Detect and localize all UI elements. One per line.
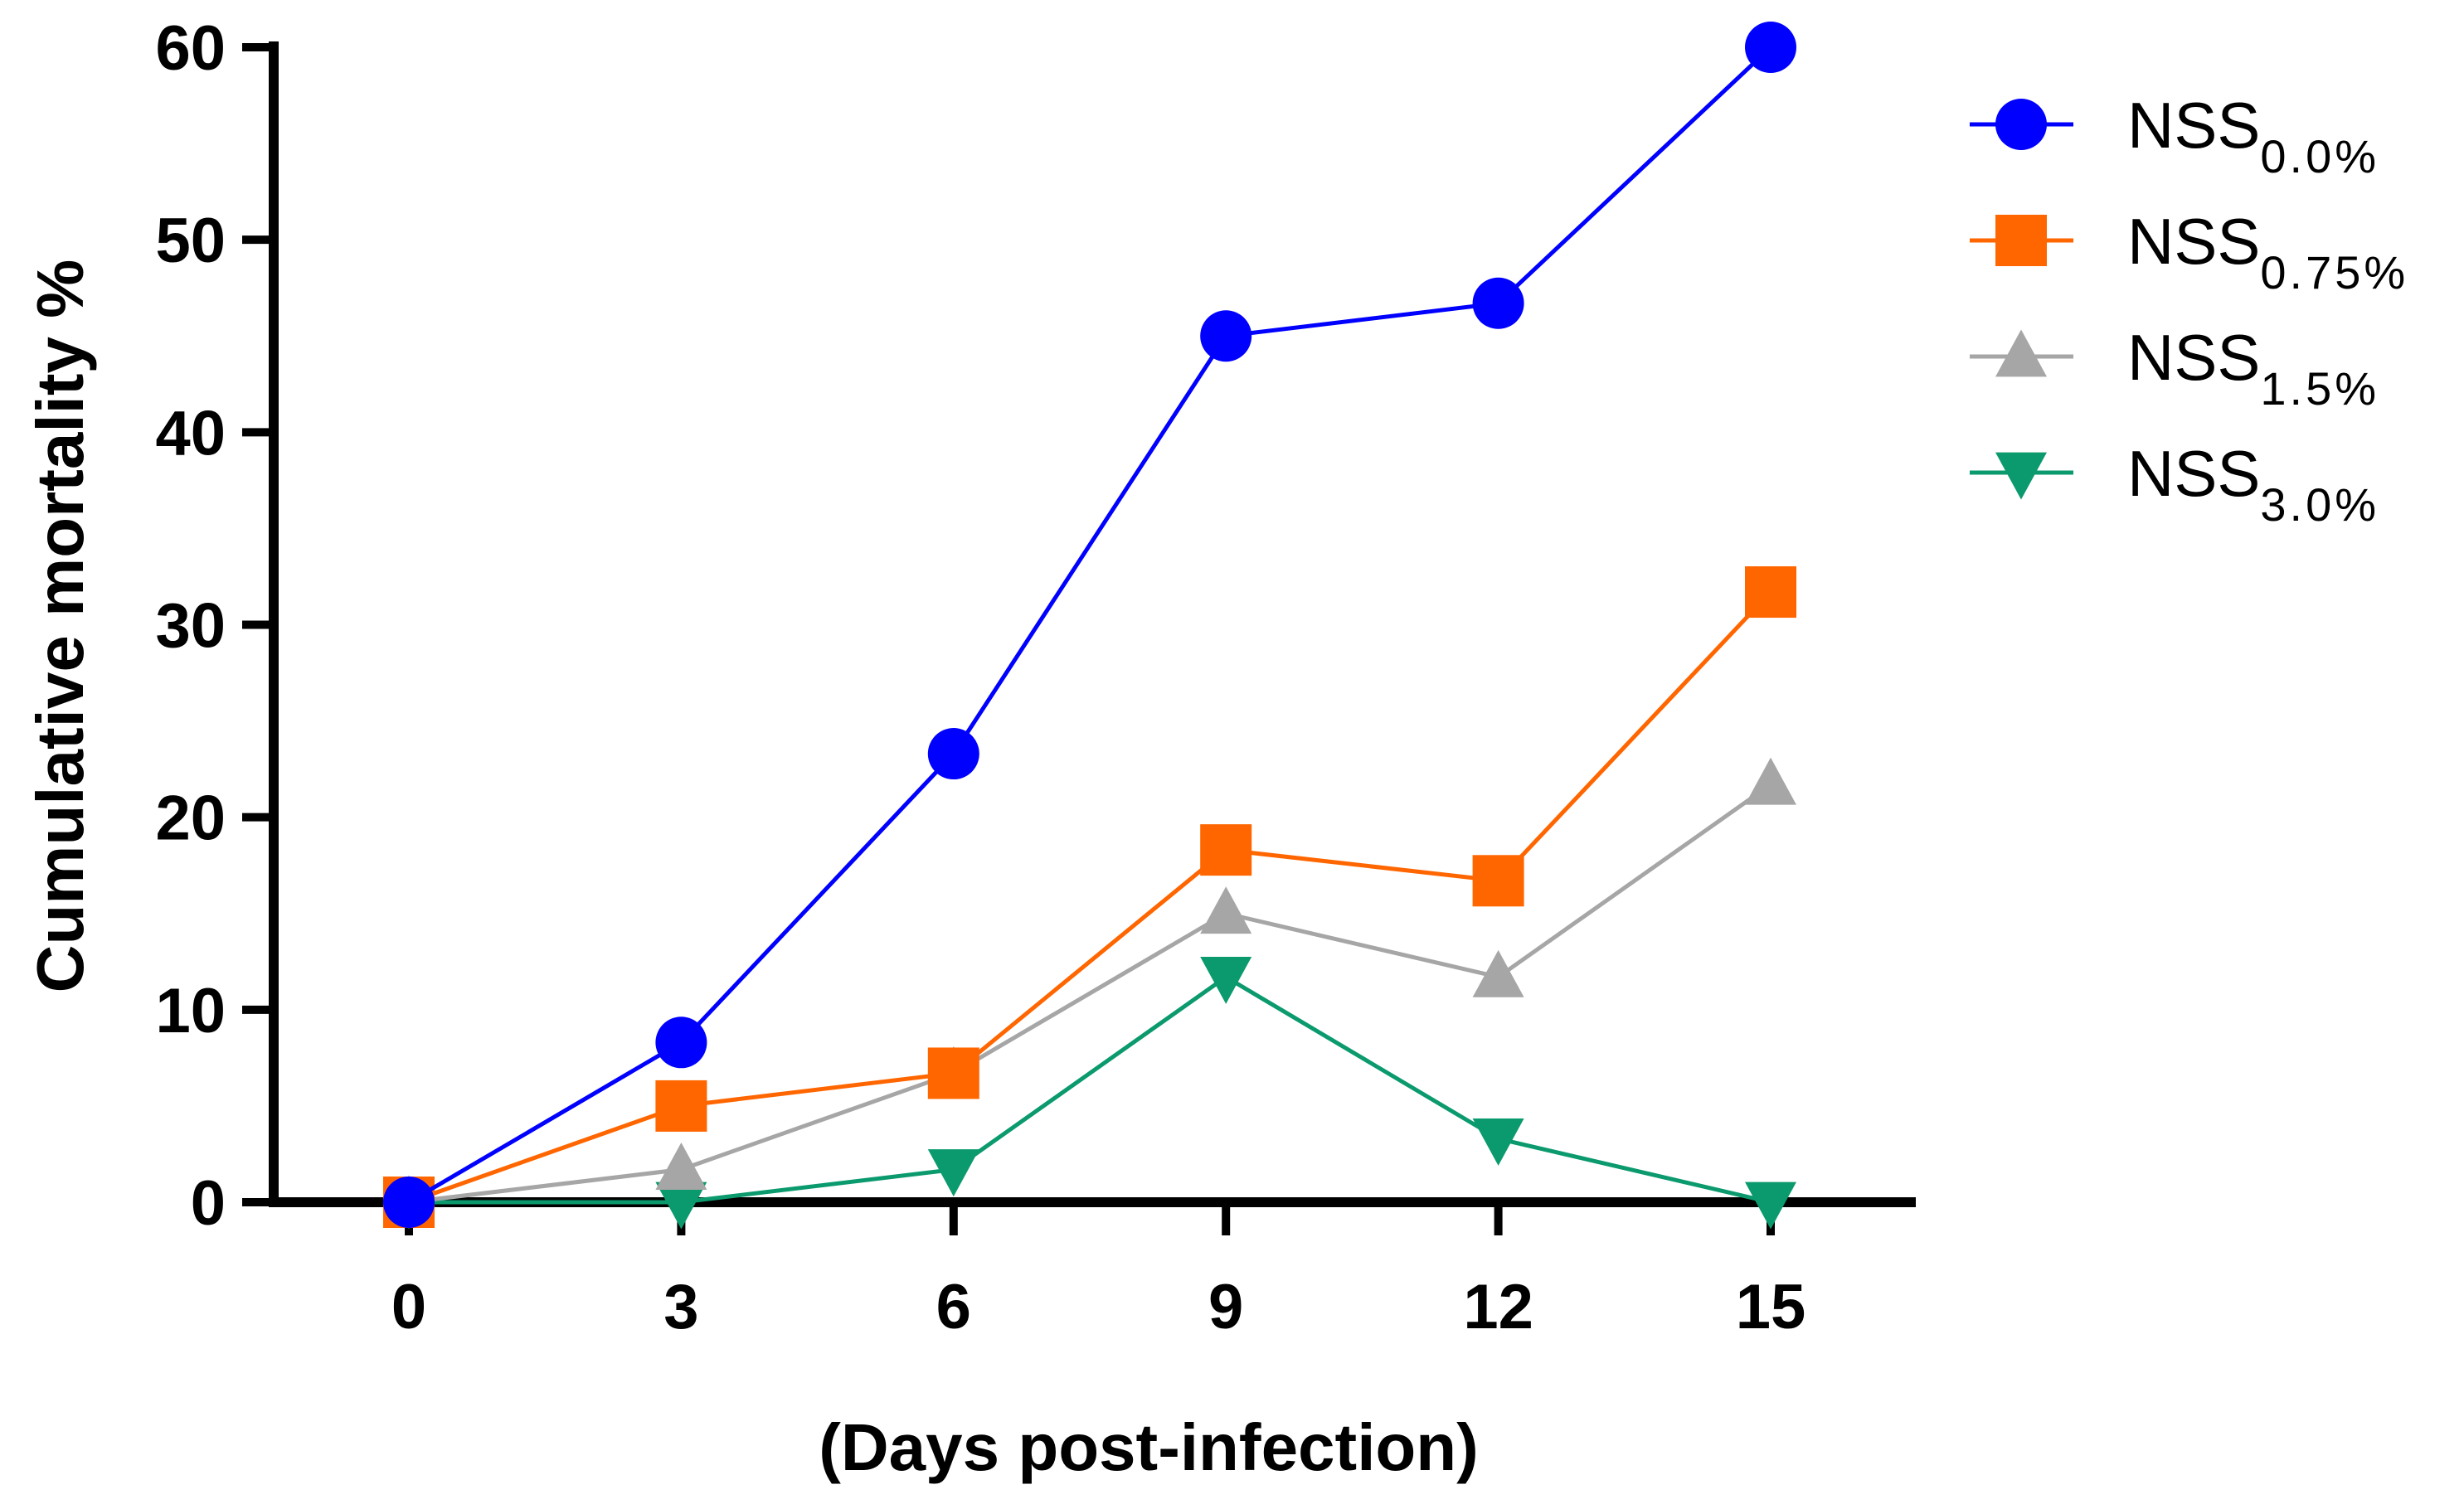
data-point xyxy=(1200,956,1252,1004)
legend-marker xyxy=(1995,99,2047,150)
data-point xyxy=(655,1017,707,1069)
series-square xyxy=(383,566,1796,1228)
data-point xyxy=(1472,949,1524,997)
data-point xyxy=(655,1080,707,1132)
y-tick-label: 50 xyxy=(155,206,226,276)
legend-item: NSS0.0% xyxy=(1970,89,2379,182)
legend-label-base: NSS xyxy=(2127,321,2260,394)
series-triangle-up xyxy=(383,757,1796,1223)
y-tick-label: 20 xyxy=(155,784,226,854)
data-point xyxy=(1200,824,1252,876)
data-point xyxy=(655,1181,707,1230)
x-tick-label: 3 xyxy=(663,1272,698,1342)
ticks: 0 10 20 30 40 50 60 0 3 6 9 12 15 xyxy=(155,13,1805,1342)
data-point xyxy=(383,1177,435,1228)
data-point xyxy=(927,1047,979,1099)
x-axis-title: (Days post-infection) xyxy=(819,1410,1479,1484)
data-point xyxy=(1745,566,1796,619)
legend-label-subscript: 1.5% xyxy=(2260,362,2379,415)
legend-label-subscript: 0.0% xyxy=(2260,130,2379,182)
x-tick-label: 9 xyxy=(1208,1272,1243,1342)
legend-item: NSS0.75% xyxy=(1970,205,2408,298)
series-line xyxy=(408,590,1772,1205)
legend-label: NSS0.75% xyxy=(2127,205,2408,298)
axes xyxy=(269,41,1916,1207)
legend: NSS0.0%NSS0.75%NSS1.5%NSS3.0% xyxy=(1970,89,2408,531)
data-point xyxy=(1472,855,1524,907)
series-line xyxy=(409,974,1771,1205)
data-point xyxy=(655,1142,707,1190)
legend-label-base: NSS xyxy=(2127,205,2260,278)
legend-marker xyxy=(1995,452,2047,500)
data-point xyxy=(927,1149,979,1197)
legend-item: NSS1.5% xyxy=(1970,321,2379,415)
axis-titles: (Days post-infection) Cumulative mortali… xyxy=(23,260,1479,1484)
legend-item: NSS3.0% xyxy=(1970,437,2379,531)
data-point xyxy=(1200,310,1252,362)
series-circle xyxy=(383,22,1796,1228)
series-layer xyxy=(383,22,1796,1230)
x-tick-label: 0 xyxy=(391,1272,426,1342)
data-point xyxy=(1472,277,1524,329)
legend-label-subscript: 0.75% xyxy=(2260,246,2408,298)
data-point xyxy=(1745,757,1796,805)
y-tick-label: 60 xyxy=(155,13,226,84)
legend-label-base: NSS xyxy=(2127,437,2260,510)
legend-label: NSS3.0% xyxy=(2127,437,2379,531)
data-point xyxy=(1200,886,1252,934)
data-point xyxy=(927,728,979,780)
x-tick-label: 15 xyxy=(1736,1272,1806,1342)
y-tick-label: 10 xyxy=(155,976,226,1046)
y-tick-label: 30 xyxy=(155,591,226,662)
y-tick-label: 40 xyxy=(155,398,226,468)
legend-label-base: NSS xyxy=(2127,89,2260,162)
y-tick-label: 0 xyxy=(191,1168,226,1239)
series-line xyxy=(408,783,1772,1205)
legend-label: NSS0.0% xyxy=(2127,89,2379,182)
legend-label-subscript: 3.0% xyxy=(2260,478,2379,531)
x-tick-label: 6 xyxy=(936,1272,971,1342)
legend-label: NSS1.5% xyxy=(2127,321,2379,415)
legend-marker xyxy=(1995,329,2047,377)
data-point xyxy=(1472,1118,1524,1166)
data-point xyxy=(1745,1181,1796,1230)
data-point xyxy=(1745,22,1796,73)
y-axis-title: Cumulative mortality % xyxy=(23,260,97,993)
legend-marker xyxy=(1995,215,2047,266)
series-line xyxy=(407,46,1772,1205)
x-tick-label: 12 xyxy=(1463,1272,1533,1342)
